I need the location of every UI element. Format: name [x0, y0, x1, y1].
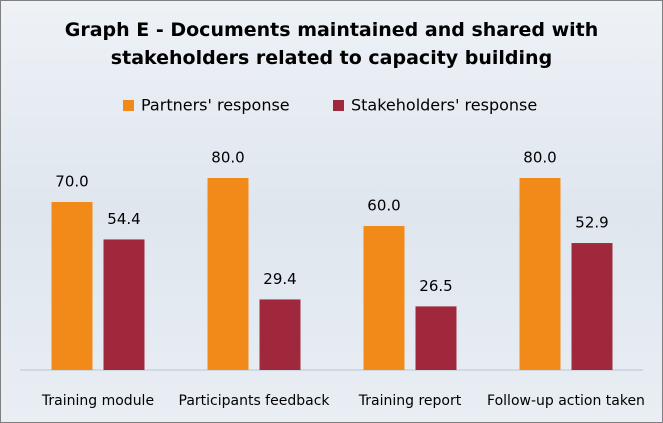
value-label: 52.9	[575, 214, 608, 232]
x-tick-label: Training report	[358, 393, 462, 409]
bar	[519, 178, 561, 370]
value-label: 29.4	[263, 270, 296, 288]
legend-label: Partners' response	[141, 96, 290, 115]
bar	[363, 226, 405, 370]
legend-swatch	[333, 100, 344, 111]
legend-label: Stakeholders' response	[351, 96, 537, 115]
value-label: 26.5	[419, 277, 452, 295]
value-label: 80.0	[523, 149, 556, 167]
bar	[259, 299, 301, 370]
bar	[207, 178, 249, 370]
value-label: 80.0	[211, 149, 244, 167]
bar	[103, 239, 145, 370]
x-tick-label: Follow-up action taken	[487, 393, 645, 409]
chart-title: Graph E - Documents maintained and share…	[64, 19, 599, 69]
bar	[51, 202, 93, 370]
bar	[571, 243, 613, 370]
x-tick-label: Participants feedback	[179, 393, 331, 409]
value-label: 54.4	[107, 210, 140, 228]
legend-swatch	[123, 100, 134, 111]
bar	[415, 306, 457, 370]
x-tick-label: Training module	[41, 393, 154, 409]
value-label: 70.0	[55, 173, 88, 191]
value-label: 60.0	[367, 197, 400, 215]
